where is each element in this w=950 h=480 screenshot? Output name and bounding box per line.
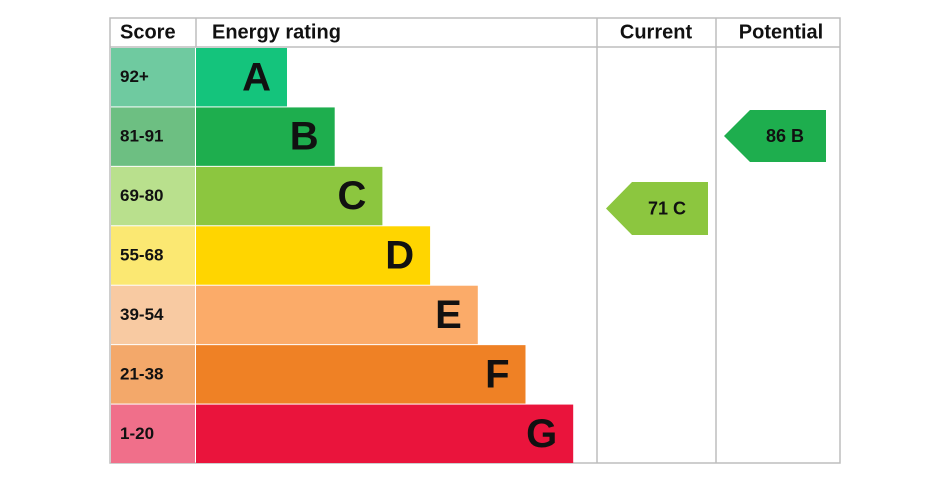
score-label: 21-38 [120,364,163,383]
rating-bar [196,345,526,404]
band-letter: B [290,115,319,159]
score-cell [111,404,195,463]
potential-arrow [724,110,826,162]
rating-bar [196,48,287,107]
score-label: 92+ [120,67,149,86]
current-arrow [606,182,708,235]
rating-bar [196,285,478,345]
band-letter: E [435,293,462,337]
score-cell [111,166,195,226]
score-cell [111,226,195,285]
header-score: Score [120,21,176,43]
score-label: 1-20 [120,424,154,443]
rating-bar [196,226,431,285]
score-cell [111,48,195,107]
score-cell [111,285,195,345]
rating-bar [196,404,574,463]
band-letter: A [242,55,271,99]
band-letter: F [485,352,509,396]
current-label: 71 C [648,198,686,218]
header-potential: Potential [739,21,823,43]
score-label: 39-54 [120,305,164,324]
score-cell [111,107,195,166]
band-letter: D [385,234,414,278]
band-letter: G [526,412,557,456]
band-letter: C [338,174,367,218]
header-current: Current [620,21,693,43]
rating-bar [196,166,383,226]
score-label: 55-68 [120,245,163,264]
score-label: 81-91 [120,127,163,146]
score-cell [111,345,195,404]
potential-label: 86 B [766,126,804,146]
header-rating: Energy rating [212,21,341,43]
rating-bar [196,107,335,166]
score-label: 69-80 [120,186,163,205]
